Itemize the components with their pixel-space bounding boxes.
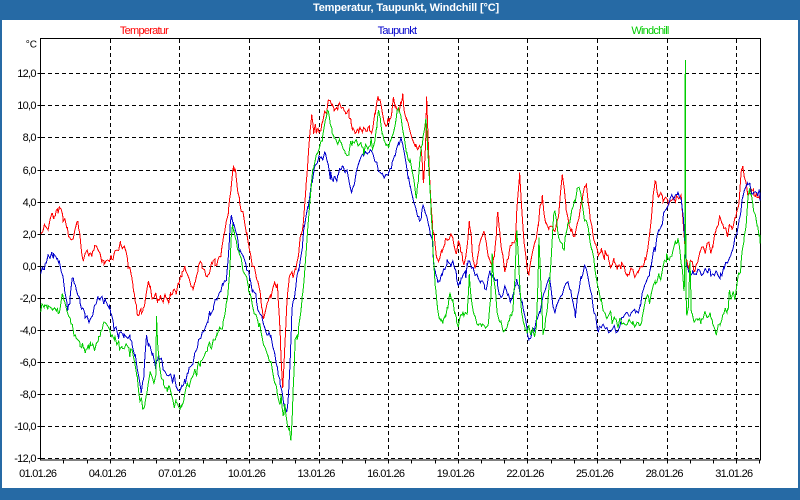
svg-text:10.01.26: 10.01.26 (228, 468, 266, 480)
svg-text:-10,0: -10,0 (14, 421, 36, 433)
svg-text:10,0: 10,0 (17, 100, 36, 112)
svg-text:31.01.26: 31.01.26 (715, 468, 753, 480)
svg-text:16.01.26: 16.01.26 (367, 468, 405, 480)
svg-text:0,0: 0,0 (23, 261, 37, 273)
svg-text:01.01.26: 01.01.26 (19, 468, 57, 480)
svg-text:19.01.26: 19.01.26 (437, 468, 475, 480)
svg-text:8,0: 8,0 (23, 132, 37, 144)
svg-text:13.01.26: 13.01.26 (297, 468, 335, 480)
svg-text:Taupunkt: Taupunkt (378, 25, 417, 37)
svg-text:12,0: 12,0 (17, 68, 36, 80)
svg-text:07.01.26: 07.01.26 (158, 468, 196, 480)
svg-text:Temperatur: Temperatur (120, 25, 169, 37)
svg-text:25.01.26: 25.01.26 (576, 468, 614, 480)
svg-text:2,0: 2,0 (23, 229, 37, 241)
svg-text:-2,0: -2,0 (20, 293, 37, 305)
svg-text:Temperatur, Taupunkt, Windchil: Temperatur, Taupunkt, Windchill [°C] (313, 2, 500, 14)
svg-text:-6,0: -6,0 (20, 357, 37, 369)
svg-text:°C: °C (26, 40, 37, 51)
svg-text:6,0: 6,0 (23, 165, 37, 177)
svg-text:-8,0: -8,0 (20, 389, 37, 401)
svg-text:Windchill: Windchill (631, 25, 669, 37)
svg-text:-4,0: -4,0 (20, 325, 37, 337)
svg-text:04.01.26: 04.01.26 (89, 468, 127, 480)
svg-text:4,0: 4,0 (23, 197, 37, 209)
svg-text:-12,0: -12,0 (14, 453, 36, 465)
svg-text:22.01.26: 22.01.26 (506, 468, 544, 480)
svg-text:28.01.26: 28.01.26 (646, 468, 684, 480)
